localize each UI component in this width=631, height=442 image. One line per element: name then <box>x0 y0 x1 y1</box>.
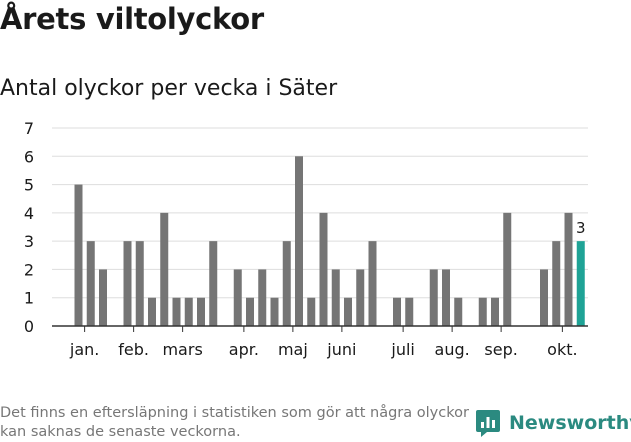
brand-logo: Newsworthy <box>475 406 631 440</box>
page-title: Årets viltolyckor <box>0 2 264 36</box>
bar <box>552 241 561 326</box>
x-tick-label: maj <box>278 340 308 359</box>
bar <box>319 212 328 326</box>
bar <box>540 269 548 326</box>
bar <box>405 297 414 326</box>
y-tick-label: 0 <box>24 317 34 336</box>
bar <box>295 156 303 326</box>
bar <box>209 241 218 326</box>
bar <box>491 297 499 326</box>
bar <box>74 184 83 326</box>
bar <box>503 212 512 326</box>
bar <box>123 241 132 326</box>
y-tick-label: 3 <box>24 232 34 251</box>
chart-subtitle: Antal olyckor per vecka i Säter <box>0 76 338 101</box>
bar <box>160 212 169 326</box>
bar <box>233 269 242 326</box>
bar <box>172 297 181 326</box>
y-tick-label: 7 <box>24 119 34 138</box>
x-tick-label: feb. <box>118 340 149 359</box>
bar <box>331 269 340 326</box>
bar <box>576 241 585 326</box>
bar <box>99 269 107 326</box>
bar <box>148 297 156 326</box>
y-tick-label: 2 <box>24 260 34 279</box>
x-tick-label: apr. <box>229 340 259 359</box>
bar <box>478 297 487 326</box>
footnote: Det finns en eftersläpning i statistiken… <box>0 405 469 440</box>
y-tick-label: 5 <box>24 176 34 195</box>
weekly-accidents-bar-chart: 0 1 2 3 4 5 6 7 jan. feb. mars apr. maj juni juli aug. s… <box>24 119 588 359</box>
bar <box>86 241 95 326</box>
x-tick-label: mars <box>162 340 202 359</box>
brand-name: Newsworthy <box>509 412 631 434</box>
bar <box>282 241 291 326</box>
bar <box>368 241 377 326</box>
bar <box>344 297 352 326</box>
x-tick-label: juni <box>326 340 356 359</box>
bar <box>564 212 573 326</box>
x-tick-label: juli <box>390 340 414 359</box>
bar <box>197 297 205 326</box>
y-tick-label: 1 <box>24 289 34 308</box>
y-tick-label: 4 <box>24 204 34 223</box>
x-tick-label: aug. <box>435 340 470 359</box>
bar <box>184 297 193 326</box>
x-tick-label: sep. <box>484 340 517 359</box>
bar <box>135 241 144 326</box>
bar <box>356 269 365 326</box>
y-tick-label: 6 <box>24 147 34 166</box>
newsworthy-logo-icon <box>476 410 500 437</box>
x-tick-label: jan. <box>69 340 99 359</box>
bar <box>393 297 401 326</box>
data-label: 3 <box>576 219 586 237</box>
bar <box>307 297 316 326</box>
bar <box>270 297 279 326</box>
x-tick-label: okt. <box>547 340 577 359</box>
bar <box>429 269 438 326</box>
bar <box>246 297 254 326</box>
bar <box>454 297 463 326</box>
bar <box>258 269 267 326</box>
bar <box>442 269 450 326</box>
